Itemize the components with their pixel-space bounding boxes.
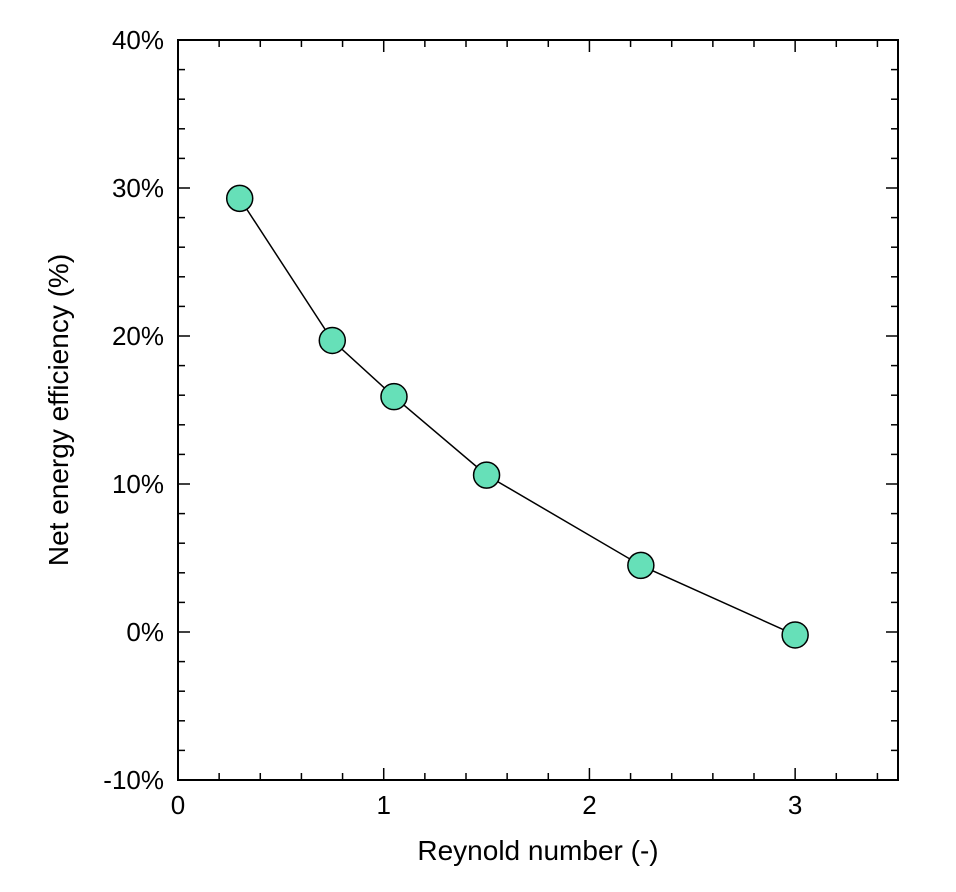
y-axis-label: Net energy efficiency (%): [43, 254, 74, 566]
y-tick-label: 40%: [112, 25, 164, 55]
plot-border: [178, 40, 898, 780]
data-line: [240, 198, 795, 635]
x-tick-label: 3: [788, 790, 802, 820]
x-axis-label: Reynold number (-): [417, 835, 658, 866]
y-tick-label: 0%: [126, 617, 164, 647]
x-tick-label: 0: [171, 790, 185, 820]
y-tick-label: 10%: [112, 469, 164, 499]
chart-container: 0 1 2 3 -10% 0% 10% 20% 30% 40% Reynold number (-)…: [0, 0, 956, 892]
x-tick-label: 2: [582, 790, 596, 820]
data-marker: [782, 622, 808, 648]
chart-svg: 0 1 2 3 -10% 0% 10% 20% 30% 40% Reynold number (-)…: [0, 0, 956, 892]
x-tick-label: 1: [376, 790, 390, 820]
data-marker: [227, 185, 253, 211]
data-marker: [319, 327, 345, 353]
data-marker: [628, 552, 654, 578]
y-tick-label: 20%: [112, 321, 164, 351]
y-tick-label: -10%: [103, 765, 164, 795]
data-marker: [474, 462, 500, 488]
data-marker: [381, 384, 407, 410]
y-tick-label: 30%: [112, 173, 164, 203]
